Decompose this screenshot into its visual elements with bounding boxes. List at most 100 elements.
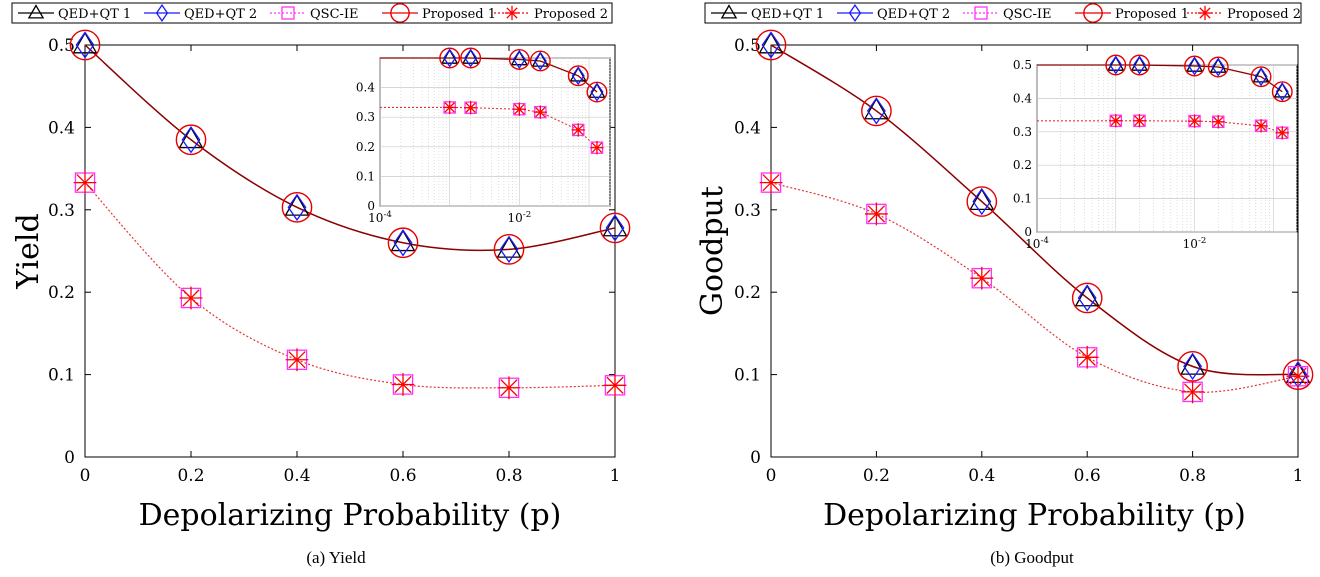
y-tick-label: 0.3 — [734, 201, 761, 221]
inset-y-tick-label: 0.1 — [1013, 192, 1032, 206]
data-point-star — [391, 373, 415, 396]
inset-point-circle — [439, 47, 461, 69]
x-tick-label: 0 — [80, 466, 91, 486]
data-point-triangle — [72, 31, 98, 54]
data-point-diamond — [75, 31, 95, 59]
data-point-star — [865, 202, 888, 226]
inset-point-star — [533, 105, 547, 119]
y-tick-label: 0.1 — [48, 366, 75, 386]
inset-point-diamond — [1187, 56, 1202, 76]
star-stroke — [1078, 348, 1096, 366]
star-stroke — [444, 102, 455, 113]
star-stroke — [500, 379, 518, 397]
y-tick-label: 0.2 — [734, 283, 761, 303]
data-point-star — [603, 373, 627, 397]
data-point-circle — [1071, 282, 1103, 314]
inset-point-star — [1254, 119, 1268, 133]
legend-label: QSC-IE — [310, 7, 359, 22]
inset-plot-area — [1036, 64, 1298, 233]
data-point-circle — [966, 186, 998, 217]
x-tick-label: 1 — [1293, 466, 1304, 486]
star-stroke — [1189, 115, 1200, 127]
legend-label: QED+QT 2 — [877, 7, 950, 22]
data-point-diamond — [287, 193, 307, 222]
y-tick-label: 0 — [750, 448, 761, 468]
data-point-diamond — [499, 235, 519, 264]
star-stroke — [288, 351, 306, 369]
inset-point-star — [1275, 126, 1289, 140]
inset-chart: 0 0.1 0.2 0.3 0.4 10-4 10-2 — [356, 47, 611, 225]
chart-panel-1: QED+QT 1 QED+QT 2 QSC-IE Proposed 1 Proposed… — [695, 2, 1314, 533]
inset-point-triangle — [588, 82, 606, 98]
y-axis-label: Yield — [11, 213, 46, 289]
star-stroke — [535, 106, 546, 118]
inset-point-triangle — [1252, 67, 1270, 83]
inset-point-triangle — [1107, 55, 1125, 71]
legend: QED+QT 1 QED+QT 2 QSC-IE Proposed 1 Proposed… — [11, 2, 613, 24]
data-point-star — [179, 286, 203, 310]
caption-b: (b) Goodput — [990, 548, 1074, 567]
inset-point-diamond — [512, 49, 526, 70]
data-point-triangle — [496, 236, 522, 258]
data-point-star — [759, 171, 783, 195]
inset-point-star — [1187, 114, 1202, 128]
data-point-circle — [861, 95, 892, 127]
legend-label: Proposed 1 — [422, 7, 496, 22]
inset-point-star — [463, 101, 478, 115]
data-point-triangle — [602, 214, 628, 237]
legend-marker-star — [1197, 5, 1213, 21]
data-point-triangle — [178, 126, 204, 149]
data-point-circle — [281, 191, 313, 223]
legend-marker-triangle — [720, 4, 738, 19]
inset-x-tick-label: 10-4 — [368, 210, 392, 225]
x-tick-label: 1 — [610, 466, 621, 486]
data-point-star — [970, 266, 994, 290]
inset-point-star — [571, 123, 585, 137]
data-point-circle — [387, 227, 419, 259]
x-tick-label: 0.2 — [177, 466, 204, 486]
star-stroke — [182, 289, 200, 307]
legend-label: Proposed 1 — [1115, 7, 1189, 22]
star-stroke — [762, 173, 780, 192]
inset-y-tick-label: 0.4 — [356, 81, 375, 95]
star-stroke — [1212, 116, 1224, 128]
star-stroke — [591, 142, 603, 153]
inset-point-diamond — [443, 48, 457, 68]
legend: QED+QT 1 QED+QT 2 QSC-IE Proposed 1 Proposed… — [704, 2, 1302, 24]
y-tick-label: 0.3 — [48, 201, 75, 221]
x-tick-label: 0.8 — [1179, 466, 1206, 486]
inset-curve-upper — [1037, 64, 1283, 93]
data-point-circle — [755, 29, 787, 61]
star-stroke — [1255, 120, 1267, 132]
inset-point-diamond — [1254, 67, 1268, 87]
inset-point-star — [443, 100, 457, 115]
data-point-triangle — [969, 188, 995, 211]
data-point-diamond — [393, 229, 413, 257]
star-stroke — [514, 103, 525, 115]
star-stroke — [1110, 115, 1122, 127]
caption-a: (a) Yield — [306, 548, 366, 567]
inset-point-circle — [1250, 66, 1272, 88]
legend-marker-star — [504, 5, 520, 21]
plot-area — [770, 44, 1299, 458]
data-point-diamond — [866, 97, 886, 125]
inset-point-triangle — [569, 66, 587, 82]
inset-point-star — [1211, 115, 1225, 129]
x-tick-label: 0.2 — [863, 466, 890, 486]
inset-point-circle — [1207, 56, 1229, 78]
inset-point-star — [590, 141, 604, 155]
star-stroke — [1199, 7, 1211, 19]
star-stroke — [1134, 115, 1145, 127]
star-stroke — [506, 7, 518, 19]
data-point-triangle — [1074, 284, 1100, 307]
fit-curve-lower — [84, 182, 616, 389]
legend-marker-square — [974, 6, 988, 20]
inset-point-circle — [567, 65, 589, 87]
inset-y-tick-label: 0.5 — [1013, 58, 1032, 72]
legend-marker-diamond — [155, 3, 169, 23]
inset-point-star — [1132, 114, 1147, 128]
data-point-circle — [69, 29, 101, 61]
data-point-triangle — [284, 194, 310, 216]
inset-point-triangle — [461, 48, 480, 64]
inset-point-star — [512, 102, 527, 116]
